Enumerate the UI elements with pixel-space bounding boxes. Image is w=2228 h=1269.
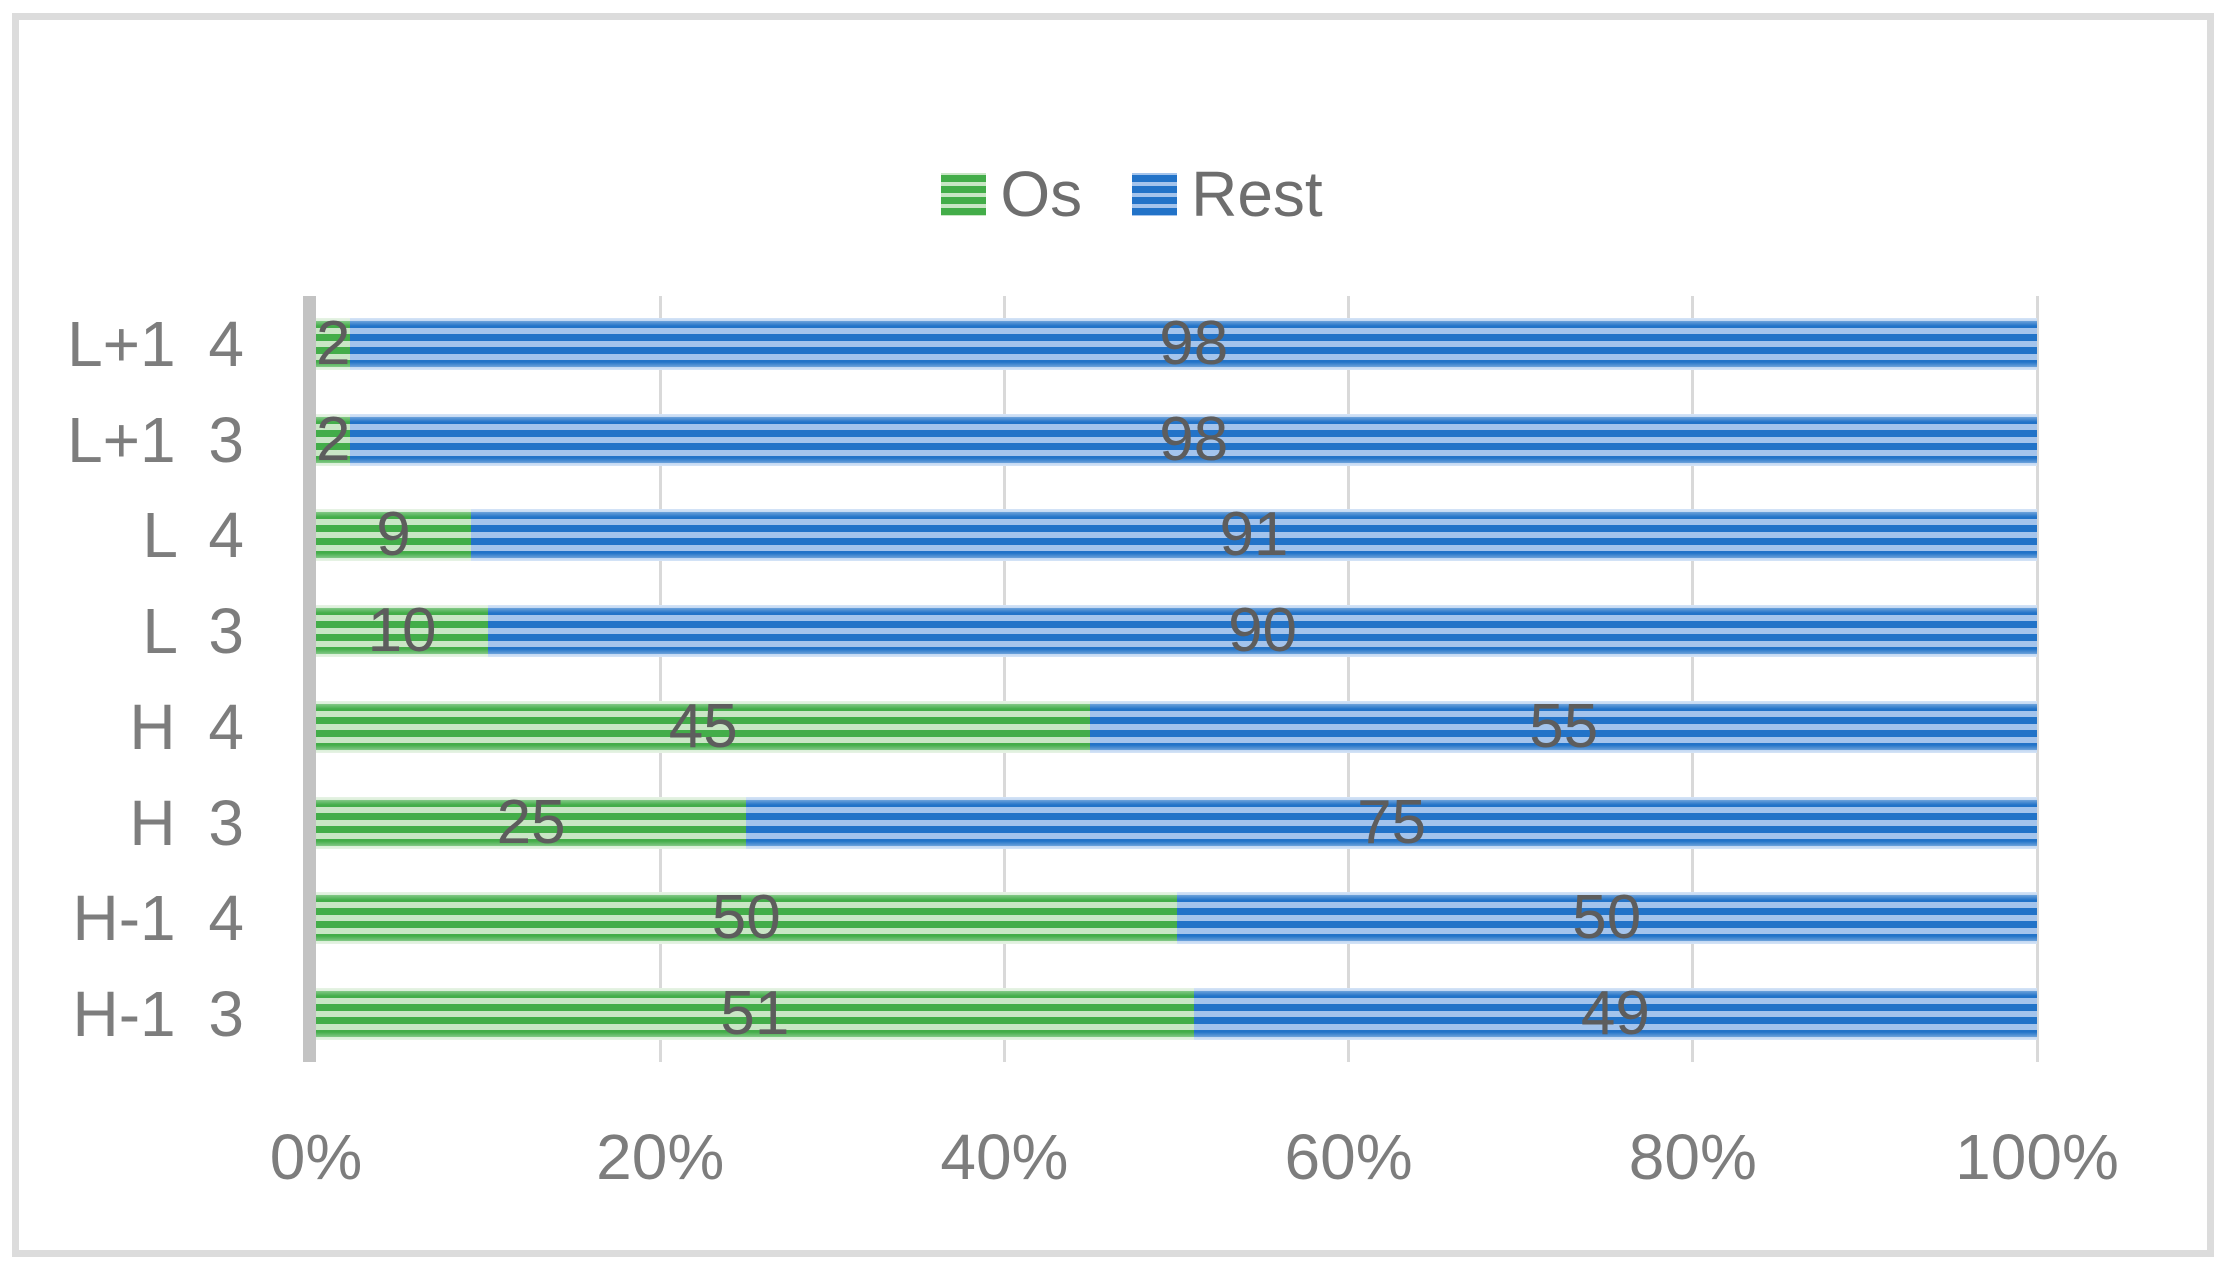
category-axis-line (303, 296, 316, 1062)
data-label-os: 50 (711, 883, 781, 953)
bar-row: 25 75 (316, 787, 2037, 857)
category-label: H-1 3 (72, 978, 245, 1051)
x-tick-label: 20% (596, 1121, 725, 1193)
legend-item-os: Os (941, 162, 1082, 226)
legend-item-rest: Rest (1132, 162, 1323, 226)
data-label-os: 51 (720, 979, 790, 1049)
category-label: H 4 (129, 690, 244, 763)
data-label-rest: 98 (1159, 404, 1229, 474)
category-label: H-1 4 (72, 882, 245, 955)
bar-segment-rest (470, 509, 2038, 562)
data-label-os: 2 (315, 308, 351, 378)
gridline-40% (1002, 296, 1006, 1062)
category-label: L+1 3 (67, 403, 244, 476)
x-tick-label: 60% (1284, 1121, 1413, 1193)
bar-row: 45 55 (316, 691, 2037, 761)
data-label-rest: 91 (1219, 500, 1289, 570)
bar-row: 9 91 (316, 500, 2038, 570)
legend-label-os: Os (1000, 158, 1083, 230)
bar-segment-rest (1193, 988, 2038, 1041)
data-label-os: 45 (668, 691, 738, 761)
bar-segment-os (316, 605, 489, 658)
data-label-os: 2 (315, 404, 351, 474)
bar-segment-os (316, 988, 1194, 1041)
data-label-rest: 98 (1159, 308, 1229, 378)
data-label-rest: 49 (1580, 979, 1650, 1049)
category-label: L 3 (142, 595, 244, 668)
x-tick-label: 80% (1628, 1121, 1757, 1193)
bar-segment-rest (350, 317, 2037, 370)
bar-row: 2 98 (315, 308, 2037, 378)
data-label-os: 9 (376, 500, 411, 570)
bar-segment-os (316, 413, 351, 466)
bar-row: 2 98 (315, 404, 2037, 474)
legend: Os Rest (0, 162, 2228, 226)
bar-row: 51 49 (316, 979, 2038, 1049)
x-tick-label: 0% (269, 1121, 363, 1193)
x-tick-label: 40% (940, 1121, 1069, 1193)
gridline-100% (2035, 296, 2039, 1062)
bar-segment-os (316, 796, 747, 849)
data-label-rest: 90 (1228, 596, 1298, 666)
data-label-os: 25 (496, 787, 566, 857)
bar-segment-os (316, 317, 351, 370)
data-label-rest: 75 (1357, 787, 1427, 857)
category-label: L+1 4 (67, 307, 244, 380)
bar-row: 10 90 (316, 596, 2037, 666)
bar-segment-os (316, 509, 471, 562)
bar-segment-os (316, 700, 1091, 753)
data-label-os: 10 (367, 596, 437, 666)
bar-segment-rest (1090, 700, 2037, 753)
gridline-60% (1347, 296, 1351, 1062)
legend-label-rest: Rest (1191, 158, 1323, 230)
gridline-80% (1691, 296, 1695, 1062)
rest-series-swatch-icon (1132, 172, 1178, 216)
bar-segment-os (316, 892, 1177, 945)
category-label: H 3 (129, 786, 244, 859)
data-label-rest: 50 (1572, 883, 1642, 953)
os-series-swatch-icon (941, 172, 987, 216)
gridline-20% (658, 296, 662, 1062)
category-label: L 4 (142, 499, 244, 572)
bar-segment-rest (350, 413, 2037, 466)
bar-segment-rest (488, 605, 2037, 658)
x-tick-label: 100% (1955, 1121, 2119, 1193)
bar-segment-rest (1176, 892, 2037, 945)
data-label-rest: 55 (1529, 691, 1599, 761)
bar-segment-rest (746, 796, 2037, 849)
bar-row: 50 50 (316, 883, 2037, 953)
